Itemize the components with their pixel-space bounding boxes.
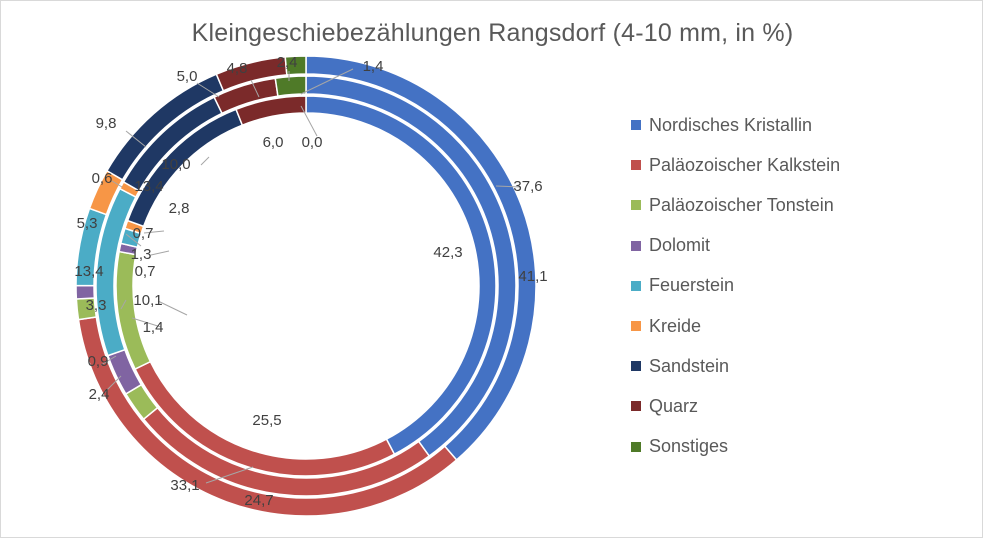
legend-label: Kreide [649,315,702,336]
leader-line [131,317,162,328]
legend-label: Sonstiges [649,436,729,457]
data-label-ring-3-nordisches-kristallin: 37,6 [513,178,542,195]
legend-label: Paläozoischer Tonstein [649,194,834,215]
legend-label: Sandstein [649,355,730,376]
leader-line [157,300,188,316]
legend-item-nordisches-kristallin: Nordisches Kristallin [631,105,840,145]
data-label-ring-2-kreide: 0,6 [92,170,113,187]
data-label-ring-1-quarz: 6,0 [263,134,284,151]
leader-line [205,466,254,484]
legend-swatch [631,120,641,131]
leader-line [111,180,123,188]
data-label-ring-1-palaeozoischer-kalkstein: 25,5 [252,412,281,429]
legend-swatch [631,160,641,171]
ring-3-segment-sonstiges [284,55,307,76]
data-label-ring-2-quarz: 5,0 [177,68,198,85]
data-label-ring-1-dolomit: 0,7 [135,263,156,280]
data-label-ring-2-feuerstein: 13,4 [74,263,103,280]
data-label-ring-3-sandstein: 10,0 [161,156,190,173]
legend-swatch [631,321,641,332]
legend-label: Feuerstein [649,275,735,296]
leader-line [196,82,220,98]
legend: Nordisches Kristallin Paläozoischer Kalks… [631,105,840,467]
data-label-ring-2-dolomit: 3,3 [86,297,107,314]
data-label-ring-3-sonstiges: 1,4 [363,58,384,75]
data-label-ring-2-palaeozoischer-kalkstein: 24,7 [244,492,273,509]
legend-item-feuerstein: Feuerstein [631,266,840,306]
leader-line [495,185,522,188]
legend-item-palaeozoischer-tonstein: Paläozoischer Tonstein [631,185,840,225]
data-label-ring-3-feuerstein: 5,3 [77,215,98,232]
legend-swatch [631,441,641,452]
legend-swatch [631,361,641,372]
data-label-ring-2-sonstiges: 2,4 [277,54,298,71]
legend-item-dolomit: Dolomit [631,226,840,266]
leader-line [143,230,165,234]
ring-1-segment-quarz [235,95,307,127]
leader-line [120,299,127,310]
data-label-ring-3-dolomit: 0,9 [88,353,109,370]
legend-label: Nordisches Kristallin [649,114,813,135]
legend-item-sandstein: Sandstein [631,346,840,386]
leader-line [125,130,147,148]
data-label-ring-1-palaeozoischer-tonstein: 10,1 [133,292,162,309]
leader-line [200,156,210,166]
data-label-ring-2-palaeozoischer-tonstein: 2,4 [89,386,110,403]
data-label-ring-3-kreide: 2,8 [169,200,190,217]
leader-line [150,250,170,256]
data-label-ring-3-palaeozoischer-kalkstein: 33,1 [170,477,199,494]
data-label-ring-1-feuerstein: 1,3 [131,246,152,263]
data-label-ring-1-nordisches-kristallin: 42,3 [433,244,462,261]
legend-swatch [631,200,641,211]
chart-title: Kleingeschiebezählungen Rangsdorf (4-10 … [191,19,794,47]
leader-line [300,105,318,137]
legend-swatch [631,280,641,291]
legend-item-kreide: Kreide [631,306,840,346]
legend-swatch [631,401,641,412]
leader-line [100,355,117,366]
legend-item-quarz: Quarz [631,386,840,426]
leader-line [125,233,142,247]
leader-line [250,79,260,98]
leader-line [104,375,122,393]
legend-item-sonstiges: Sonstiges [631,427,840,467]
data-label-ring-3-quarz: 4,8 [227,60,248,77]
legend-item-palaeozoischer-kalkstein: Paläozoischer Kalkstein [631,145,840,185]
data-label-ring-2-sandstein: 9,8 [96,115,117,132]
legend-label: Dolomit [649,235,711,256]
data-label-ring-3-palaeozoischer-tonstein: 1,4 [143,319,164,336]
legend-label: Paläozoischer Kalkstein [649,154,841,175]
data-label-ring-1-sandstein: 13,4 [134,178,163,195]
data-label-ring-1-sonstiges: 0,0 [302,134,323,151]
data-label-ring-1-kreide: 0,7 [133,225,154,242]
leader-line [300,68,354,95]
ring-2-segment-sonstiges [274,75,307,97]
data-label-ring-2-nordisches-kristallin: 41,1 [518,268,547,285]
legend-label: Quarz [649,395,699,416]
legend-swatch [631,240,641,251]
